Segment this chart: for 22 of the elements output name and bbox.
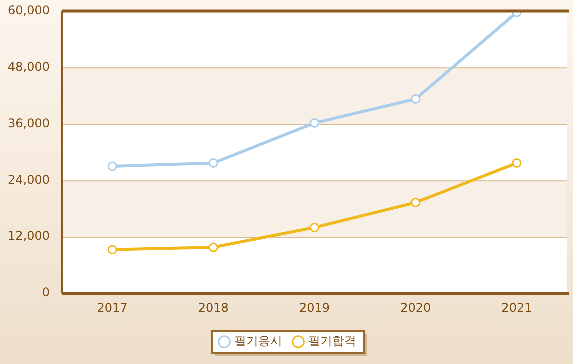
point xyxy=(208,158,218,168)
point xyxy=(310,118,320,128)
point xyxy=(208,242,218,252)
legend-label: 필기응시 xyxy=(234,334,282,348)
x-tick-label: 2020 xyxy=(400,300,432,315)
point xyxy=(310,222,320,232)
x-tick-label: 2018 xyxy=(198,300,229,315)
y-tick-label: 48,000 xyxy=(8,60,50,74)
y-tick-label: 12,000 xyxy=(8,229,50,244)
x-tick-label: 2017 xyxy=(97,300,128,315)
y-tick-label: 0 xyxy=(42,286,50,300)
point xyxy=(512,158,522,168)
y-tick-label: 36,000 xyxy=(8,116,50,130)
legend-label: 필기합격 xyxy=(308,334,356,348)
x-tick-label: 2019 xyxy=(299,300,330,315)
point xyxy=(108,162,118,172)
point xyxy=(108,245,118,255)
x-tick-label: 2021 xyxy=(502,300,532,315)
y-tick-label: 24,000 xyxy=(8,172,50,187)
y-tick-label: 60,000 xyxy=(8,3,50,18)
point xyxy=(411,94,421,104)
point xyxy=(411,198,421,208)
